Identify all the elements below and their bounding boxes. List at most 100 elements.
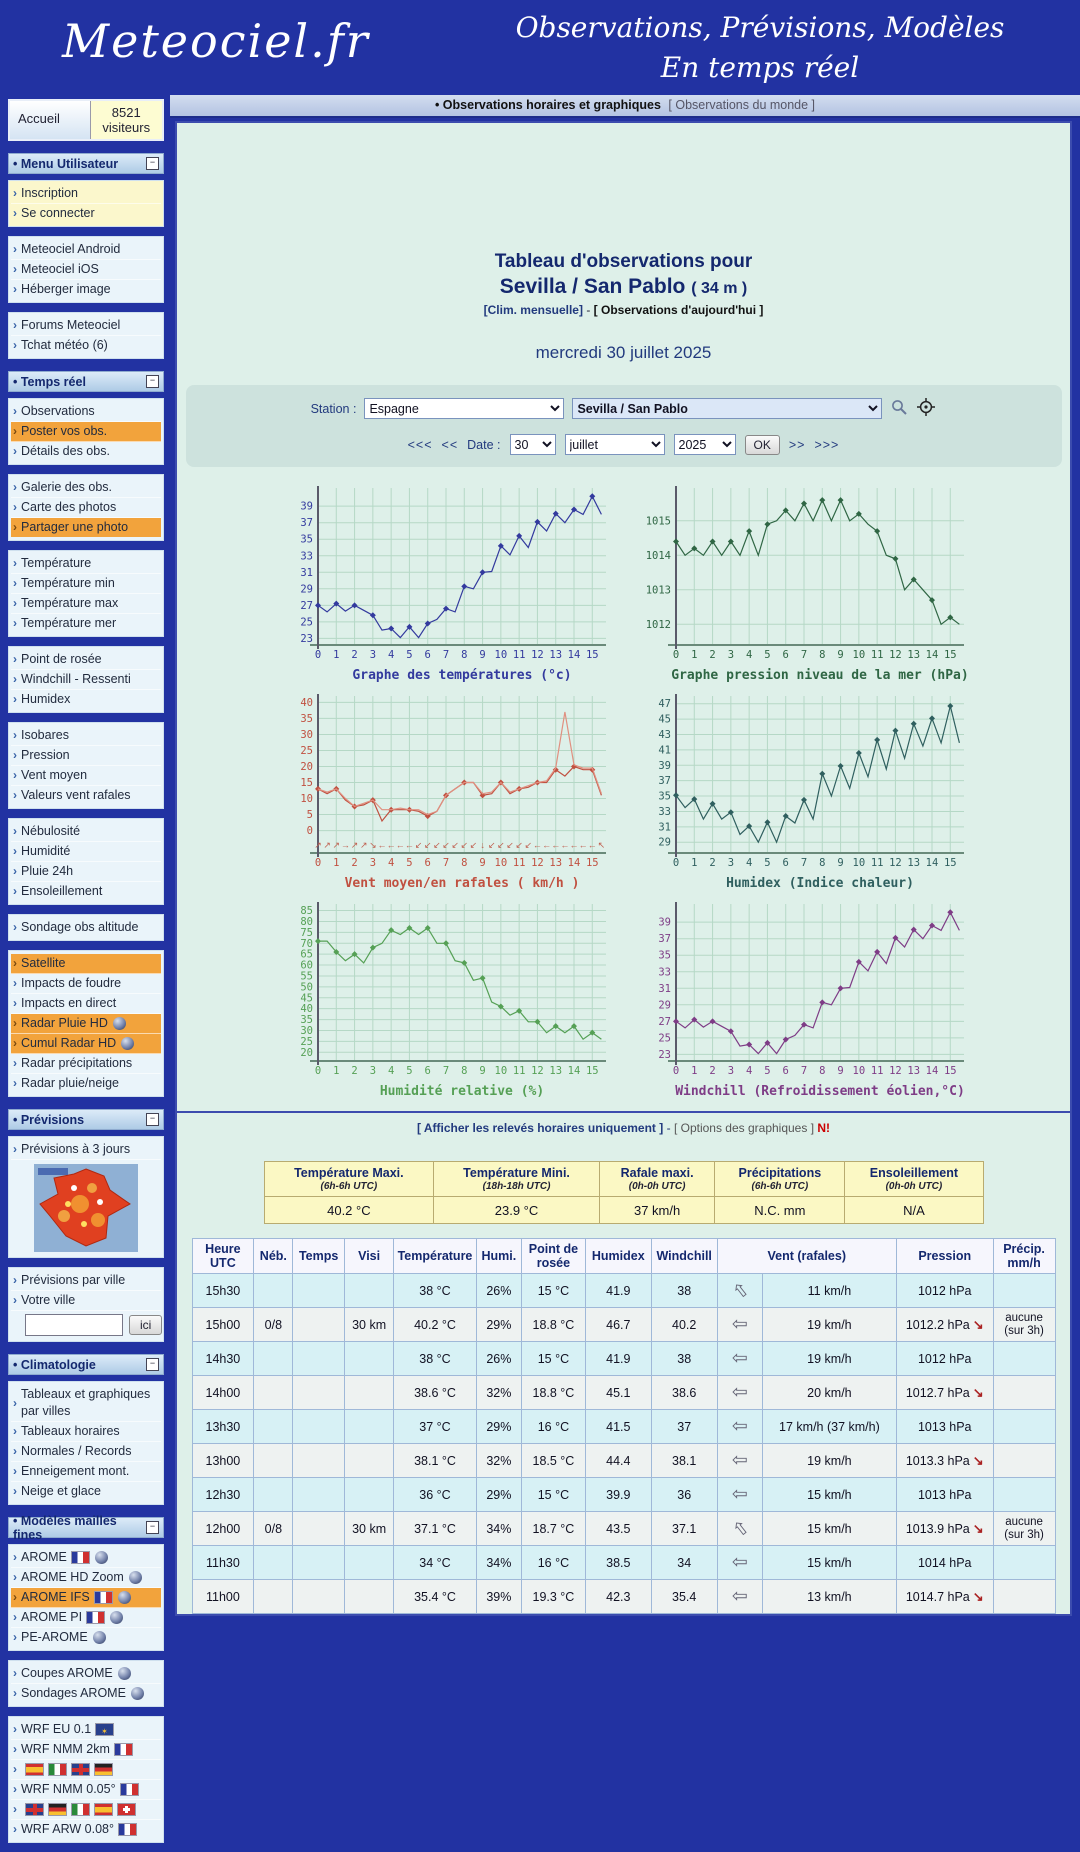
flag-fr-icon[interactable] (119, 1783, 139, 1796)
home-link[interactable]: Accueil (10, 101, 91, 139)
section-header-climatologie[interactable]: • Climatologie − (8, 1354, 164, 1375)
sidebar-item-humidex[interactable]: › Humidex (11, 690, 161, 709)
forecast-map-thumbnail[interactable] (11, 1164, 161, 1252)
sidebar-item-pluie-24h[interactable]: › Pluie 24h (11, 862, 161, 882)
sidebar-item-partager-une-photo[interactable]: › Partager une photo (11, 518, 161, 537)
sidebar-item-forums-meteociel[interactable]: › Forums Meteociel (11, 316, 161, 336)
sidebar-item-meteociel-android[interactable]: › Meteociel Android (11, 240, 161, 260)
sidebar-item-coupes-arome[interactable]: › Coupes AROME (11, 1664, 161, 1684)
sidebar-item-arome-ifs[interactable]: › AROME IFS (11, 1588, 161, 1608)
search-icon[interactable] (890, 398, 908, 419)
nav-prev[interactable]: << (441, 437, 459, 452)
day-select[interactable]: 30 (509, 434, 556, 455)
flag-it-icon[interactable] (71, 1803, 90, 1816)
flag-gb-icon[interactable] (71, 1763, 90, 1776)
flag-it-icon[interactable] (48, 1763, 67, 1776)
hourly-only-link[interactable]: [ Afficher les relevés horaires uniqueme… (416, 1121, 664, 1135)
sidebar-item-windchill-ressenti[interactable]: › Windchill - Ressenti (11, 670, 161, 690)
sidebar-item-impacts-de-foudre[interactable]: › Impacts de foudre (11, 974, 161, 994)
month-select[interactable]: juillet (564, 434, 665, 455)
nav-next3[interactable]: >>> (814, 437, 840, 452)
sidebar-item-pr-visions-3-jours[interactable]: › Prévisions à 3 jours (11, 1140, 161, 1160)
flag-fr-icon[interactable] (93, 1591, 113, 1604)
sidebar-item-temp-rature-mer[interactable]: › Température mer (11, 614, 161, 633)
flag-fr-icon[interactable] (117, 1823, 137, 1836)
sidebar-item-satellite[interactable]: › Satellite (11, 954, 161, 974)
sidebar-item-tchat-m-t-o-6[interactable]: › Tchat météo (6) (11, 336, 161, 355)
sidebar-item-inscription[interactable]: › Inscription (11, 184, 161, 204)
sidebar-item-wrf-eu-0-1[interactable]: › WRF EU 0.1 (11, 1720, 161, 1740)
station-select[interactable]: Sevilla / San Pablo (572, 398, 883, 419)
sidebar-item-radar-pluie-hd[interactable]: › Radar Pluie HD (11, 1014, 161, 1034)
sidebar-item-sondages-arome[interactable]: › Sondages AROME (11, 1684, 161, 1703)
sidebar-item-wrf-arw-0-08[interactable]: › WRF ARW 0.08° (11, 1820, 161, 1839)
today-obs-link[interactable]: [ Observations d'aujourd'hui ] (593, 303, 764, 317)
collapse-icon[interactable]: − (146, 1521, 159, 1534)
section-header-menu-utilisateur[interactable]: • Menu Utilisateur − (8, 153, 164, 174)
ok-button[interactable]: OK (744, 434, 780, 455)
flag-es-icon[interactable] (94, 1803, 113, 1816)
sidebar-item-d-tails-des-obs[interactable]: › Détails des obs. (11, 442, 161, 461)
section-header-temps-r-el[interactable]: • Temps réel − (8, 371, 164, 392)
sidebar-item-humidit[interactable]: › Humidité (11, 842, 161, 862)
sidebar-item-n-bulosit[interactable]: › Nébulosité (11, 822, 161, 842)
flag-fr-icon[interactable] (70, 1551, 90, 1564)
clim-link[interactable]: [Clim. mensuelle] (483, 303, 583, 317)
sidebar-item-wrf-nmm-0-05[interactable]: › WRF NMM 0.05° (11, 1780, 161, 1800)
sidebar-item-votre-ville[interactable]: › Votre ville (11, 1291, 161, 1311)
section-header-pr-visions[interactable]: • Prévisions − (8, 1109, 164, 1130)
sidebar-item-temp-rature[interactable]: › Température (11, 554, 161, 574)
sidebar-item-h-berger-image[interactable]: › Héberger image (11, 280, 161, 299)
sidebar-item-poster-vos-obs[interactable]: › Poster vos obs. (11, 422, 161, 442)
sidebar-item-se-connecter[interactable]: › Se connecter (11, 204, 161, 223)
flag-gb-icon[interactable] (25, 1803, 44, 1816)
sidebar-item-meteociel-ios[interactable]: › Meteociel iOS (11, 260, 161, 280)
sidebar-item-radar-pr-cipitations[interactable]: › Radar précipitations (11, 1054, 161, 1074)
flag-es-icon[interactable] (25, 1763, 44, 1776)
sidebar-item-galerie-des-obs[interactable]: › Galerie des obs. (11, 478, 161, 498)
city-submit-button[interactable]: ici (129, 1315, 163, 1335)
sidebar-item-flags[interactable]: › (11, 1800, 161, 1820)
graph-options-link[interactable]: [ Options des graphiques ] (673, 1121, 815, 1135)
country-select[interactable]: Espagne (364, 398, 565, 419)
flag-de-icon[interactable] (94, 1763, 113, 1776)
section-header-mod-les-mailles-fines[interactable]: • Modèles mailles fines − (8, 1514, 164, 1542)
collapse-icon[interactable]: − (146, 375, 159, 388)
sidebar-item-tableaux-horaires[interactable]: › Tableaux horaires (11, 1422, 161, 1442)
sidebar-item-arome[interactable]: › AROME (11, 1548, 161, 1568)
geolocate-icon[interactable] (916, 397, 936, 420)
nav-prev3[interactable]: <<< (407, 437, 433, 452)
site-logo[interactable]: Meteociel.fr (62, 14, 370, 68)
sidebar-item-isobares[interactable]: › Isobares (11, 726, 161, 746)
sidebar-item-normales-records[interactable]: › Normales / Records (11, 1442, 161, 1462)
sidebar-item-enneigement-mont[interactable]: › Enneigement mont. (11, 1462, 161, 1482)
year-select[interactable]: 2025 (673, 434, 736, 455)
collapse-icon[interactable]: − (146, 157, 159, 170)
sidebar-item-observations[interactable]: › Observations (11, 402, 161, 422)
sidebar-item-cumul-radar-hd[interactable]: › Cumul Radar HD (11, 1034, 161, 1054)
breadcrumb-subtitle[interactable]: [ Observations du monde ] (668, 98, 816, 112)
sidebar-item-temp-rature-max[interactable]: › Température max (11, 594, 161, 614)
sidebar-item-temp-rature-min[interactable]: › Température min (11, 574, 161, 594)
sidebar-item-vent-moyen[interactable]: › Vent moyen (11, 766, 161, 786)
flag-ch-icon[interactable] (117, 1803, 136, 1816)
flag-de-icon[interactable] (48, 1803, 67, 1816)
sidebar-item-impacts-en-direct[interactable]: › Impacts en direct (11, 994, 161, 1014)
city-input[interactable] (25, 1314, 123, 1336)
sidebar-item-sondage-obs-altitude[interactable]: › Sondage obs altitude (11, 918, 161, 937)
sidebar-item-pr-visions-par-ville[interactable]: › Prévisions par ville (11, 1271, 161, 1291)
sidebar-item-valeurs-vent-rafales[interactable]: › Valeurs vent rafales (11, 786, 161, 805)
collapse-icon[interactable]: − (146, 1358, 159, 1371)
sidebar-item-point-de-ros-e[interactable]: › Point de rosée (11, 650, 161, 670)
sidebar-item-arome-pi[interactable]: › AROME PI (11, 1608, 161, 1628)
sidebar-item-neige-et-glace[interactable]: › Neige et glace (11, 1482, 161, 1501)
sidebar-item-carte-des-photos[interactable]: › Carte des photos (11, 498, 161, 518)
sidebar-item-radar-pluie-neige[interactable]: › Radar pluie/neige (11, 1074, 161, 1093)
flag-fr-icon[interactable] (86, 1611, 106, 1624)
sidebar-item-pression[interactable]: › Pression (11, 746, 161, 766)
sidebar-item-pe-arome[interactable]: › PE-AROME (11, 1628, 161, 1647)
flag-fr-icon[interactable] (113, 1743, 133, 1756)
flag-eu-icon[interactable] (95, 1723, 115, 1740)
sidebar-item-wrf-nmm-2km[interactable]: › WRF NMM 2km (11, 1740, 161, 1760)
sidebar-item-ensoleillement[interactable]: › Ensoleillement (11, 882, 161, 901)
